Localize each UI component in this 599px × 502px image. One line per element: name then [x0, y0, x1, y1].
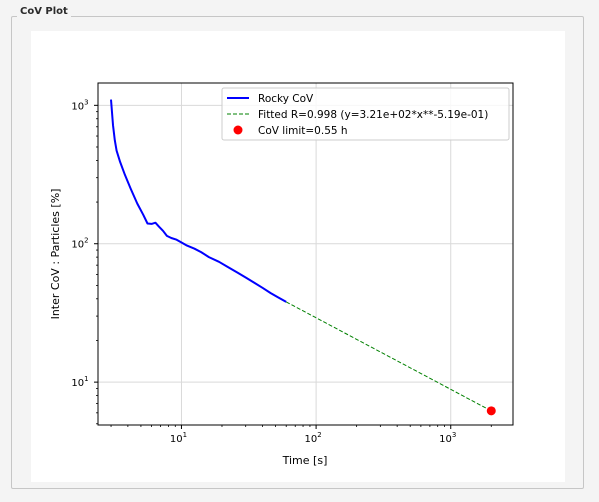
y-axis-label: Inter CoV : Particles [%] [49, 189, 62, 320]
legend-label-fitted: Fitted R=0.998 (y=3.21e+02*x**-5.19e-01) [258, 109, 488, 121]
cov-chart: 101 102 103 101 102 103 Time [s] Inter CoV : … [49, 82, 514, 467]
legend-frame [221, 87, 510, 141]
legend: Rocky CoV Fitted R=0.998 (y=3.21e+02*x**… [221, 87, 510, 141]
y-tick-label: 101 [71, 375, 88, 389]
fitted-line-series [285, 301, 492, 412]
x-tick-label: 102 [304, 431, 321, 445]
plot-canvas: 101 102 103 101 102 103 Time [s] Inter CoV : … [31, 31, 565, 482]
rocky-cov-line-series [110, 99, 287, 303]
legend-label-cov-limit: CoV limit=0.55 h [258, 125, 348, 137]
legend-swatch-cov-limit [233, 125, 243, 135]
y-tick-label: 102 [71, 237, 88, 251]
cov-limit-point [486, 406, 496, 416]
x-tick-label: 103 [439, 431, 456, 445]
y-tick-label: 103 [71, 98, 88, 112]
x-tick-label: 101 [170, 431, 187, 445]
tick-layer: 101 102 103 101 102 103 [71, 98, 492, 445]
series-layer [110, 99, 496, 416]
axes-frame [97, 82, 514, 426]
group-title: CoV Plot [17, 6, 71, 17]
legend-label-rocky-cov: Rocky CoV [258, 93, 314, 105]
x-axis-label: Time [s] [282, 454, 328, 467]
